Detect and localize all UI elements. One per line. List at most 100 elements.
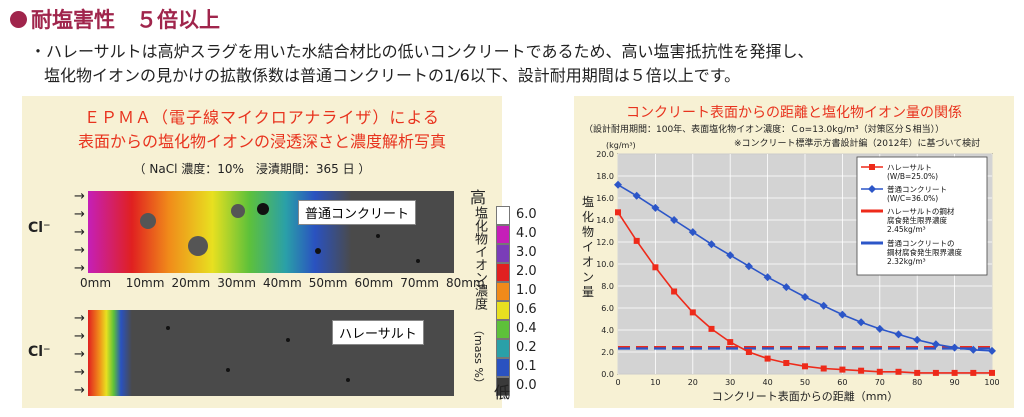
colorbar-unit: （mass %）: [472, 324, 485, 389]
colorbar-value: 0.1: [516, 359, 537, 374]
legend-text: 2.32kg/m³: [887, 257, 926, 266]
x-tick-label: 60: [837, 378, 847, 387]
legend-text: 鋼材腐食発生限界濃度: [887, 247, 962, 257]
colorbar-value: 6.0: [516, 207, 537, 222]
colorbar-value: 0.0: [516, 378, 537, 393]
data-point: [726, 251, 735, 260]
data-point: [707, 240, 716, 249]
y-tick-label: 14.0: [596, 216, 614, 225]
scale-tick: 50mm: [308, 276, 348, 290]
y-tick-label: 20.0: [596, 150, 614, 159]
scale-tick: 70mm: [400, 276, 439, 290]
legend-text: 2.45kg/m³: [887, 225, 926, 234]
legend-text: 普通コンクリート: [887, 184, 947, 194]
y-axis-label-char: 化: [582, 210, 594, 224]
data-point: [970, 369, 977, 376]
colorbar-swatch: [496, 358, 510, 377]
legend-marker: [868, 185, 876, 193]
legend-marker: [869, 164, 875, 170]
epma-title-2: 表面からの塩化物イオンの浸透深さと濃度解析写真: [77, 132, 446, 151]
colorbar-swatch: [496, 301, 510, 320]
y-tick-label: 16.0: [596, 194, 614, 203]
data-point: [932, 369, 939, 376]
y-tick-label: 2.0: [601, 348, 614, 357]
y-axis-label-char: ン: [582, 270, 594, 284]
x-tick-label: 80: [912, 378, 922, 387]
data-point: [801, 293, 809, 301]
colorbar-swatch: [496, 282, 510, 301]
data-point: [727, 339, 734, 346]
data-point: [819, 301, 828, 310]
data-point: [633, 237, 640, 244]
data-point: [670, 216, 679, 224]
colorbar-axis-label: 塩化物イオン濃度: [472, 206, 487, 310]
data-point: [802, 363, 808, 370]
colorbar-value: 4.0: [516, 226, 537, 241]
y-axis-label-char: 量: [582, 285, 594, 299]
data-point: [614, 180, 622, 189]
legend-text: 腐食発生限界濃度: [887, 215, 947, 225]
data-point: [931, 340, 940, 349]
x-tick-label: 40: [763, 378, 773, 387]
data-point: [894, 330, 903, 339]
section-title: 耐塩害性 ５倍以上: [10, 4, 220, 34]
data-point: [951, 369, 958, 376]
y-tick-label: 8.0: [601, 282, 614, 291]
chart-title: コンクリート表面からの距離と塩化物イオン量の関係: [626, 105, 962, 121]
colorbar: 6.0 4.0 3.0 2.0 1.0 0.6 0.4 0.2 0.1 0.0: [496, 206, 537, 396]
x-tick-label: 70: [875, 378, 885, 387]
legend-text: ハレーサルトの鋼材: [887, 206, 955, 216]
data-point: [895, 368, 902, 375]
description-line-2: 塩化物イオンの見かけの拡散係数は普通コンクリートの1/6以下、設計耐用期間は５倍…: [44, 66, 741, 85]
colorbar-value: 2.0: [516, 264, 537, 279]
x-tick-label: 50: [800, 378, 810, 387]
data-point: [689, 309, 696, 316]
epma-conditions: （ NaCl 濃度：10% 浸漬期間：365 日 ）: [133, 162, 371, 176]
data-point: [989, 369, 995, 376]
colorbar-swatch: [496, 377, 510, 396]
data-point: [838, 310, 847, 319]
colorbar-low-label: 低: [494, 383, 511, 402]
x-tick-label: 30: [725, 378, 735, 387]
chart-panel: コンクリート表面からの距離と塩化物イオン量の関係 （設計耐用期間：100年、表面…: [574, 96, 1014, 408]
legend-text: (W/B=25.0%): [887, 172, 938, 181]
data-point: [688, 228, 697, 237]
y-tick-label: 12.0: [596, 238, 614, 247]
scale-tick: 60mm: [354, 276, 394, 290]
cl-label-2: Cl⁻: [28, 344, 51, 360]
chart-note: ※コンクリート標準示方書設計編（2012年）に基づいて検討: [734, 139, 981, 149]
data-point: [914, 369, 921, 376]
colorbar-value: 0.6: [516, 302, 537, 317]
y-tick-label: 18.0: [596, 172, 614, 181]
data-point: [988, 346, 996, 355]
y-tick-label: 10.0: [596, 260, 614, 269]
scale-tick: 20mm: [171, 276, 211, 290]
data-point: [839, 366, 846, 373]
data-point: [652, 264, 659, 271]
cl-label-1: Cl⁻: [28, 220, 51, 236]
photo-label-halesalt: ハレーサルト: [332, 320, 424, 345]
chart-svg: 0.0 2.0 4.0 6.0 8.0 10.0 12.0 14.0 16.0 18.0 20.0 0…: [582, 141, 1000, 403]
y-axis-label-char: イ: [582, 240, 594, 254]
x-tick-label: 10: [650, 378, 660, 387]
y-tick-label: 6.0: [601, 304, 614, 313]
legend-text: (W/C=36.0%): [887, 194, 938, 203]
data-point: [745, 349, 752, 355]
y-axis-label-char: 塩: [582, 194, 594, 209]
data-point: [969, 345, 978, 354]
description-line-1: ・ハレーサルトは高炉スラグを用いた水結合材比の低いコンクリートであるため、高い塩…: [30, 42, 814, 61]
x-tick-label: 90: [950, 378, 960, 387]
data-point: [632, 191, 641, 200]
colorbar-swatch: [496, 320, 510, 339]
legend-box: [856, 156, 988, 276]
x-tick-label: 0: [615, 378, 620, 387]
colorbar-value: 3.0: [516, 245, 537, 260]
y-axis-label-char: 物: [582, 225, 594, 239]
data-point: [857, 318, 866, 327]
data-point: [876, 368, 883, 375]
data-point: [858, 367, 865, 374]
y-unit: (kg/m³): [606, 141, 636, 150]
data-point: [875, 324, 884, 333]
data-point: [651, 203, 660, 212]
colorbar-swatch: [496, 263, 510, 282]
